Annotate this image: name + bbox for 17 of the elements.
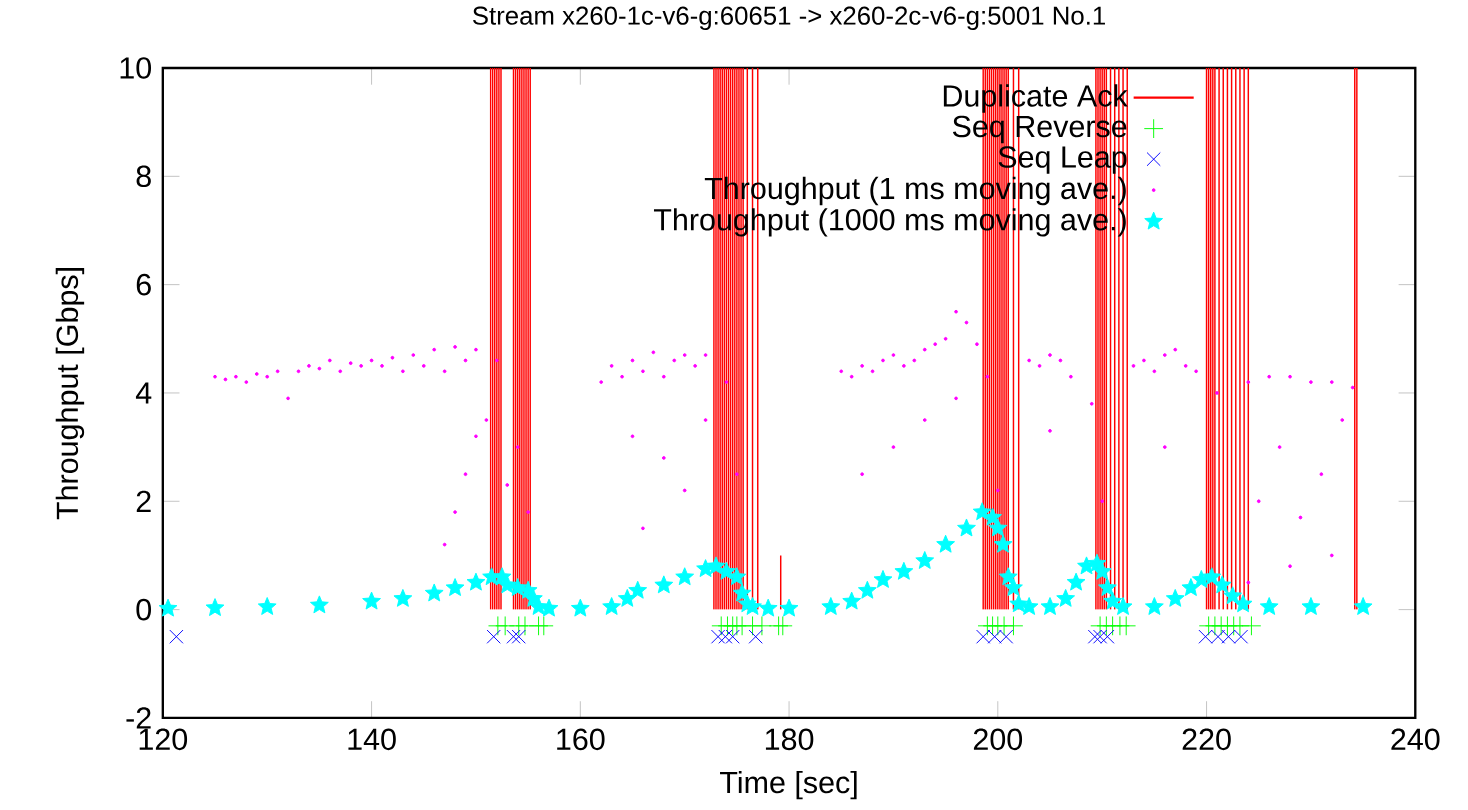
y-tick-label: 10 [120, 57, 152, 79]
y-tick-label: -2 [126, 707, 151, 729]
y-tick-label: 8 [136, 165, 151, 188]
x-tick-label: 140 [348, 728, 396, 751]
x-tick-label: 200 [973, 728, 1023, 751]
y-tick-label: 0 [136, 598, 152, 621]
x-tick-label: 220 [1182, 728, 1231, 751]
y-axis-title: Throughput [Gbps] [55, 268, 85, 520]
y-tick-label: 2 [136, 490, 151, 512]
x-tick-label: 180 [765, 728, 814, 751]
chart-title: Stream x260-1c-v6-g:60651 -> x260-2c-v6-g:5001 No.1 [472, 6, 1105, 30]
y-tick-label: 6 [136, 273, 151, 296]
x-tick-label: 240 [1391, 728, 1440, 751]
x-tick-label: 120 [139, 728, 188, 751]
x-axis-title: Time [sec] [720, 770, 857, 800]
y-tick-label: 4 [135, 382, 152, 404]
x-tick-label: 160 [557, 728, 605, 751]
